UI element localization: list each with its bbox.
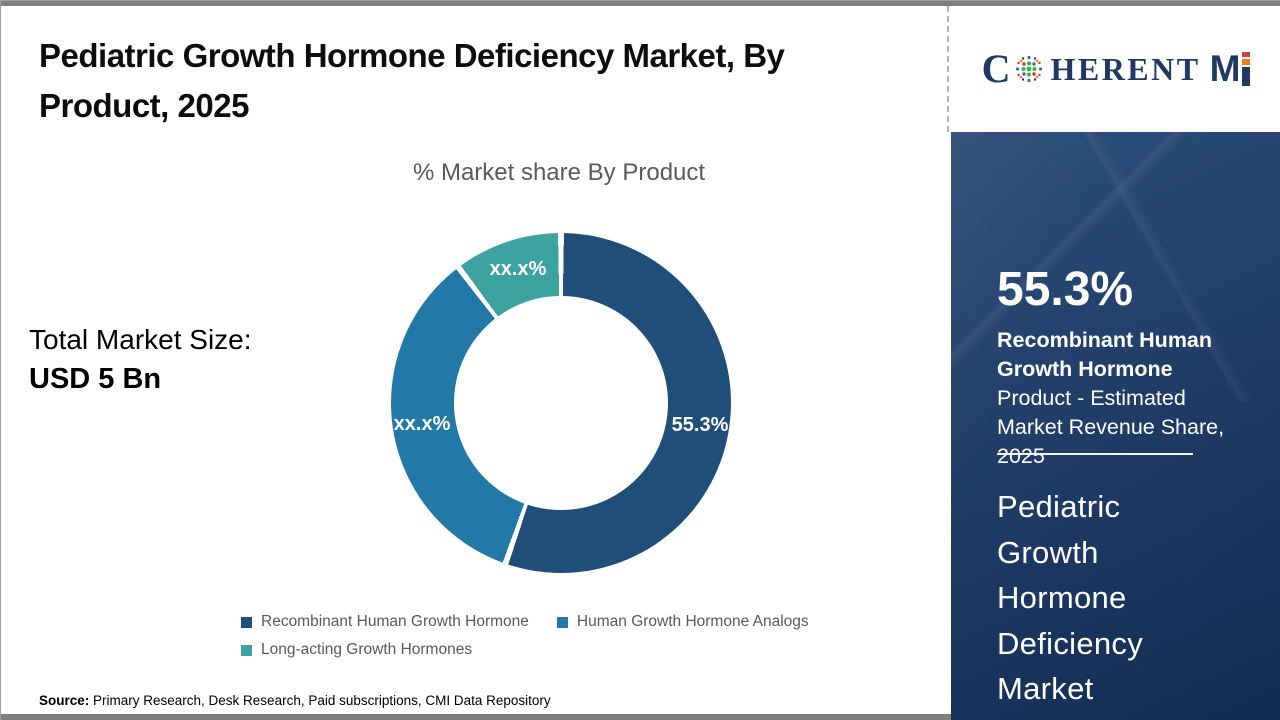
- market-word-5: Market: [997, 671, 1094, 706]
- sidebar-stat-rest: Product - Estimated Market Revenue Share…: [997, 386, 1225, 468]
- sidebar-stat-description: Recombinant Human Growth Hormone Product…: [997, 326, 1251, 471]
- slice-label-analogs: xx.x%: [393, 413, 451, 435]
- source-line: Source: Primary Research, Desk Research,…: [39, 693, 551, 708]
- market-word-1: Pediatric: [997, 489, 1121, 524]
- slice-label-long-acting: xx.x%: [489, 258, 547, 280]
- dotted-globe-o-icon: [1016, 55, 1043, 83]
- total-market-size: Total Market Size: USD 5 Bn: [29, 324, 252, 396]
- top-bar: [1, 1, 1280, 6]
- sidebar-market-name: Pediatric Growth Hormone Deficiency Mark…: [997, 484, 1143, 712]
- logo-letters-herent: HERENT: [1050, 50, 1201, 87]
- market-size-label: Total Market Size:: [29, 324, 252, 355]
- legend-marker-recombinant: [241, 616, 252, 628]
- market-word-4: Deficiency: [997, 625, 1143, 661]
- logo-i-red-segment: [1242, 52, 1251, 57]
- logo-letter-m: M: [1209, 48, 1241, 89]
- logo-box: C: [951, 6, 1280, 132]
- logo-letter-c: C: [981, 46, 1011, 91]
- sidebar-stat-value: 55.3%: [997, 263, 1134, 316]
- page-title-line2: Product, 2025: [39, 87, 249, 124]
- coherentmi-logo: C: [982, 48, 1251, 90]
- legend-label-long-acting: Long-acting Growth Hormones: [261, 641, 473, 658]
- right-sidebar: 55.3% Recombinant Human Growth Hormone P…: [951, 132, 1280, 720]
- market-word-3: Hormone: [997, 580, 1127, 615]
- market-word-2: Growth: [997, 534, 1099, 570]
- sidebar-stat-bold: Recombinant Human Growth Hormone: [997, 328, 1213, 381]
- donut-hole: [454, 296, 668, 510]
- legend-item-long-acting: Long-acting Growth Hormones: [241, 641, 472, 659]
- legend-label-analogs: Human Growth Hormone Analogs: [576, 613, 809, 630]
- chart-legend: Recombinant Human Growth Hormone Human G…: [241, 613, 901, 659]
- market-size-value: USD 5 Bn: [29, 363, 162, 395]
- page-title-line1: Pediatric Growth Hormone Deficiency Mark…: [39, 37, 785, 74]
- sidebar-divider: [997, 453, 1193, 455]
- source-text: Primary Research, Desk Research, Paid su…: [89, 693, 551, 708]
- logo-i-navy-segment: [1242, 67, 1251, 86]
- logo-i-orange-segment: [1242, 59, 1251, 65]
- bottom-bar: [1, 714, 951, 720]
- legend-row-1: Recombinant Human Growth Hormone Human G…: [241, 613, 901, 631]
- legend-item-analogs: Human Growth Hormone Analogs: [556, 613, 809, 631]
- legend-row-2: Long-acting Growth Hormones: [241, 641, 901, 659]
- page-title: Pediatric Growth Hormone Deficiency Mark…: [39, 31, 939, 131]
- dashed-separator: [947, 6, 949, 132]
- slice-label-recombinant: 55.3%: [671, 414, 729, 436]
- legend-item-recombinant: Recombinant Human Growth Hormone: [241, 613, 529, 631]
- legend-label-recombinant: Recombinant Human Growth Hormone: [261, 613, 529, 630]
- logo-letter-i-bar: [1242, 52, 1251, 86]
- legend-marker-long-acting: [241, 644, 252, 656]
- chart-title: % Market share By Product: [412, 159, 706, 186]
- legend-marker-analogs: [556, 616, 568, 628]
- source-label: Source:: [39, 693, 90, 708]
